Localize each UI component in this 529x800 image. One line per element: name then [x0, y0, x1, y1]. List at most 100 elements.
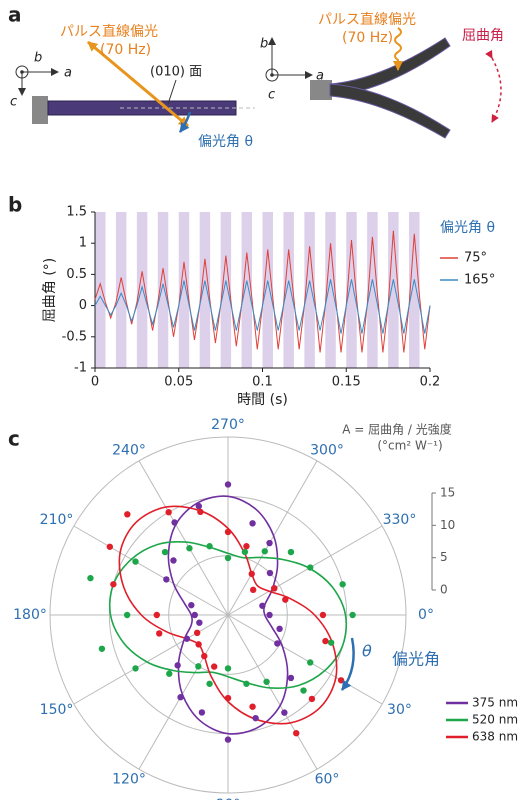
legend-label: 375 nm: [472, 696, 518, 710]
face-label: (010) 面: [150, 65, 202, 80]
data-point: [224, 528, 232, 536]
data-point: [198, 709, 206, 716]
axis-label: c: [268, 88, 275, 103]
x-tick-label: 0.2: [420, 375, 441, 390]
grid-spoke: [227, 614, 383, 705]
direction-label: 偏光角: [392, 650, 440, 669]
data-point: [224, 736, 232, 743]
r-axis-label: A = 屈曲角 / 光強度: [342, 422, 452, 437]
fit-curve: [108, 541, 348, 689]
data-point: [156, 630, 163, 637]
data-point: [293, 729, 300, 737]
axis-label: b: [34, 51, 42, 66]
bend-arrow: [485, 49, 502, 123]
pulse-band: [325, 212, 336, 368]
pulse-band: [346, 212, 357, 368]
data-point: [266, 539, 273, 547]
theta-tick-label: 240°: [112, 442, 146, 458]
data-point: [308, 695, 316, 703]
fit-curve: [167, 495, 289, 735]
pulse-band: [220, 212, 232, 368]
direction-symbol: θ: [362, 642, 372, 661]
data-point: [195, 502, 203, 510]
y-tick-label: 0: [79, 298, 87, 313]
data-point: [243, 680, 250, 687]
grid-spoke: [73, 614, 229, 705]
bending-label: 屈曲角: [462, 28, 504, 44]
diagram-right: b a c パルス直線偏光 (70 Hz) 屈曲角: [260, 11, 504, 139]
pulse-band: [178, 212, 190, 368]
data-point: [186, 545, 193, 552]
axis-label: a: [64, 66, 72, 81]
theta-tick-label: 270°: [211, 417, 245, 433]
pulse-band: [95, 212, 106, 368]
data-point: [206, 680, 213, 687]
data-point: [337, 677, 345, 684]
pulse-band: [304, 212, 315, 368]
legend-label: 75°: [464, 251, 487, 266]
theta-tick-label: 90°: [216, 797, 241, 800]
data-point: [248, 570, 255, 578]
y-axis-label: 屈曲角 (°): [42, 258, 58, 322]
data-point: [322, 637, 329, 645]
holder: [32, 96, 48, 124]
data-point: [287, 674, 295, 682]
grid-spoke: [73, 525, 229, 616]
y-tick-label: -0.5: [62, 329, 87, 344]
grid-spoke: [138, 460, 229, 616]
data-point: [165, 509, 172, 516]
data-point: [243, 543, 250, 550]
pulse-band: [283, 212, 294, 368]
data-point: [183, 635, 191, 642]
theta-tick-label: 330°: [383, 512, 417, 528]
x-tick-label: 0.05: [164, 375, 193, 390]
data-point: [276, 625, 283, 633]
pulse-band: [367, 212, 378, 368]
data-point: [177, 694, 184, 701]
freq-label: (70 Hz): [342, 30, 393, 46]
data-point: [191, 611, 198, 619]
data-point: [307, 659, 314, 666]
data-point: [271, 585, 278, 592]
data-point: [241, 548, 249, 556]
data-point: [166, 670, 173, 677]
y-tick-label: 1: [79, 236, 87, 251]
axis-label: b: [260, 37, 268, 52]
data-point: [327, 639, 335, 646]
data-point: [170, 557, 177, 564]
x-tick-label: 0.1: [252, 375, 273, 390]
diagram-left: b a c パルス直線偏光 (70 Hz) (010) 面 偏光角 θ: [10, 23, 255, 150]
x-tick-label: 0.15: [332, 375, 361, 390]
data-point: [196, 619, 203, 626]
panel-label: a: [8, 3, 22, 27]
x-tick-label: 0: [91, 375, 99, 390]
data-point: [261, 548, 268, 555]
legend-label: 638 nm: [472, 730, 518, 744]
pulse-band: [388, 212, 399, 368]
data-point: [87, 574, 94, 582]
theta-tick-label: 150°: [40, 702, 74, 718]
y-tick-label: -1: [74, 361, 87, 376]
data-point: [110, 581, 117, 588]
data-point: [174, 662, 181, 669]
data-point: [266, 569, 274, 577]
data-point: [249, 703, 256, 710]
data-point: [132, 558, 139, 565]
r-tick-label: 15: [440, 486, 455, 500]
angle-arrow: [178, 111, 192, 133]
data-point: [266, 611, 273, 619]
data-point: [193, 629, 201, 636]
data-point: [188, 601, 195, 609]
r-tick-label: 10: [440, 518, 455, 532]
data-point: [201, 652, 208, 660]
data-point: [263, 678, 270, 685]
data-point: [124, 511, 131, 518]
light-label: パルス直線偏光: [60, 23, 158, 40]
theta-tick-label: 180°: [13, 607, 47, 623]
theta-tick-label: 60°: [315, 772, 340, 788]
theta-tick-label: 0°: [418, 607, 434, 623]
light-label: パルス直線偏光: [318, 11, 416, 28]
crystal-down: [329, 83, 451, 139]
grid-spoke: [227, 460, 318, 616]
data-point: [98, 645, 106, 652]
